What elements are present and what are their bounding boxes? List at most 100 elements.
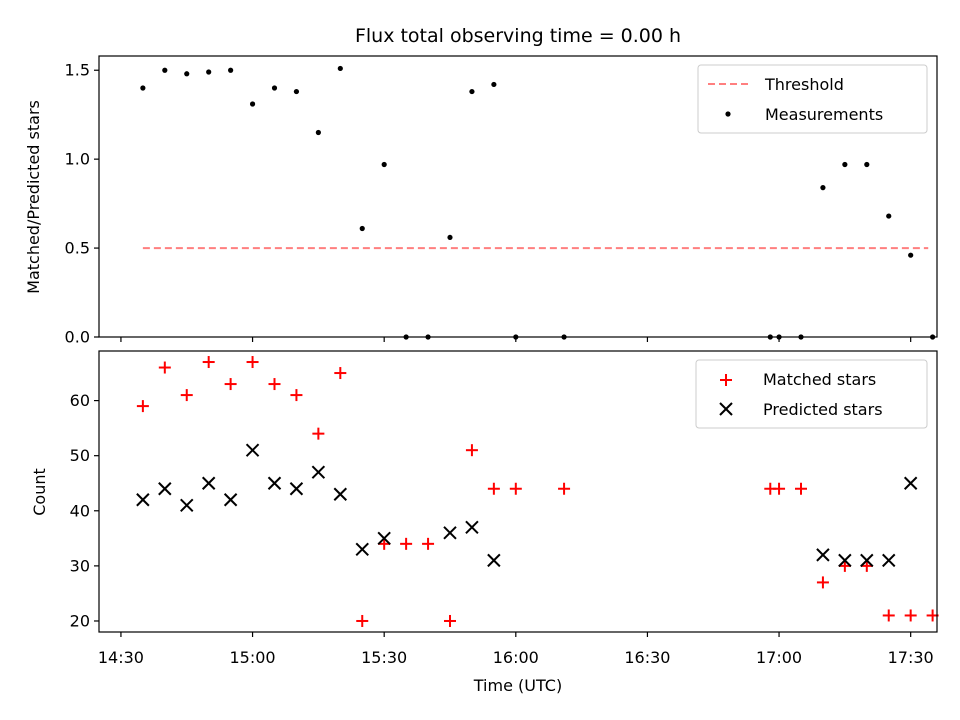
matched-star-point: [400, 537, 413, 550]
measurement-point: [908, 252, 914, 258]
bottom-ytick-label: 30: [70, 556, 90, 575]
xtick-label: 16:00: [493, 648, 539, 667]
predicted-star-point: [223, 493, 238, 507]
predicted-star-point: [311, 465, 326, 479]
measurement-point: [140, 85, 146, 91]
matched-star-point: [487, 482, 500, 495]
measurement-point: [271, 85, 278, 91]
measurement-point: [447, 234, 453, 241]
bottom-legend: Matched stars Predicted stars: [695, 359, 928, 429]
predicted-star-point: [333, 487, 348, 501]
measurement-point: [469, 88, 475, 95]
matched-star-point: [268, 378, 281, 391]
top-legend: Threshold Measurements: [697, 64, 928, 134]
predicted-star-point: [443, 526, 457, 540]
predicted-legend-marker: [719, 402, 733, 416]
matched-star-point: [509, 482, 522, 495]
matched-star-point: [465, 444, 478, 457]
predicted-star-point: [355, 542, 369, 557]
measurement-point: [293, 88, 300, 95]
top-legend-frame: [697, 64, 928, 134]
predicted-star-point: [158, 482, 172, 496]
xtick-label: 16:30: [624, 648, 670, 667]
measurement-point: [228, 67, 234, 73]
legend-predicted-label: Predicted stars: [763, 400, 883, 419]
top-x-ticks: [120, 337, 912, 342]
measurement-point: [886, 213, 892, 219]
matched-star-point: [334, 367, 347, 380]
top-ytick-label: 1.5: [65, 61, 90, 80]
predicted-star-point: [465, 520, 479, 535]
measurement-point: [249, 101, 256, 107]
legend-matched-label: Matched stars: [763, 370, 876, 389]
matched-star-point: [158, 361, 171, 374]
top-y-ticks: 0.0 0.5 1.0 1.5: [65, 61, 99, 347]
measurement-point: [315, 129, 321, 136]
xtick-label: 14:30: [98, 648, 144, 667]
top-panel: 0.0 0.5 1.0 1.5 Matched/Predicted stars Thr…: [24, 55, 938, 347]
bottom-legend-frame: [695, 359, 928, 429]
top-ytick-label: 0.0: [65, 328, 90, 347]
bottom-panel: 20 30 40 50 60 14:30 15:00 15:30 16:00 16:30 17:0…: [30, 350, 939, 695]
matched-star-point: [816, 576, 829, 589]
x-axis-label: Time (UTC): [473, 676, 562, 695]
matched-star-point: [356, 614, 369, 627]
measurement-point: [820, 185, 826, 191]
measurement-point: [206, 69, 212, 75]
matched-star-point: [180, 389, 193, 402]
matched-legend-marker: [720, 374, 732, 386]
matched-star-point: [136, 400, 149, 413]
predicted-star-point: [838, 553, 852, 568]
measurement-point: [842, 161, 848, 168]
predicted-star-point: [860, 553, 874, 568]
bottom-x-ticks: 14:30 15:00 15:30 16:00 16:30 17:00 17:30: [98, 632, 934, 667]
bottom-y-axis-label: Count: [30, 468, 49, 516]
xtick-label: 15:00: [230, 648, 276, 667]
matched-star-point: [246, 356, 259, 369]
bottom-ytick-label: 60: [70, 391, 90, 410]
matched-star-point: [838, 559, 851, 572]
xtick-label: 15:30: [361, 648, 407, 667]
matched-star-point: [773, 482, 786, 495]
top-plot-area: [140, 65, 936, 340]
matched-star-point: [224, 378, 237, 391]
bottom-axes-frame: [98, 350, 938, 633]
bottom-plot-area: [136, 356, 939, 627]
predicted-star-point: [136, 493, 150, 507]
predicted-star-point: [487, 553, 501, 568]
legend-measurements-label: Measurements: [765, 105, 883, 124]
bottom-ytick-label: 50: [70, 446, 90, 465]
matched-star-point: [558, 482, 571, 495]
matched-star-point: [904, 609, 917, 622]
matched-star-point: [290, 389, 303, 402]
matched-star-point: [202, 356, 215, 369]
top-axes-frame: [98, 55, 938, 338]
xtick-label: 17:00: [756, 648, 802, 667]
bottom-ytick-label: 20: [70, 611, 90, 630]
top-ytick-label: 1.0: [65, 150, 90, 169]
matched-star-point: [378, 537, 391, 550]
predicted-star-point: [289, 482, 304, 496]
matched-star-point: [312, 427, 325, 440]
measurement-point: [381, 161, 387, 168]
measurement-point: [864, 161, 870, 168]
bottom-y-ticks: 20 30 40 50 60: [70, 391, 99, 630]
matched-star-point: [422, 537, 435, 550]
measurement-point: [359, 225, 365, 232]
matched-star-point: [794, 482, 807, 495]
predicted-star-point: [377, 531, 391, 546]
measurement-point: [162, 67, 168, 73]
predicted-star-point: [180, 498, 194, 512]
legend-threshold-label: Threshold: [764, 75, 844, 94]
measurements-legend-marker: [725, 111, 731, 117]
top-y-axis-label: Matched/Predicted stars: [24, 100, 43, 294]
bottom-ytick-label: 40: [70, 501, 90, 520]
predicted-star-point: [201, 476, 216, 490]
predicted-star-point: [245, 443, 260, 457]
top-ytick-label: 0.5: [65, 239, 90, 258]
xtick-label: 17:30: [888, 648, 934, 667]
measurement-point: [491, 81, 497, 88]
predicted-star-point: [882, 553, 896, 568]
matched-star-point: [860, 559, 873, 572]
